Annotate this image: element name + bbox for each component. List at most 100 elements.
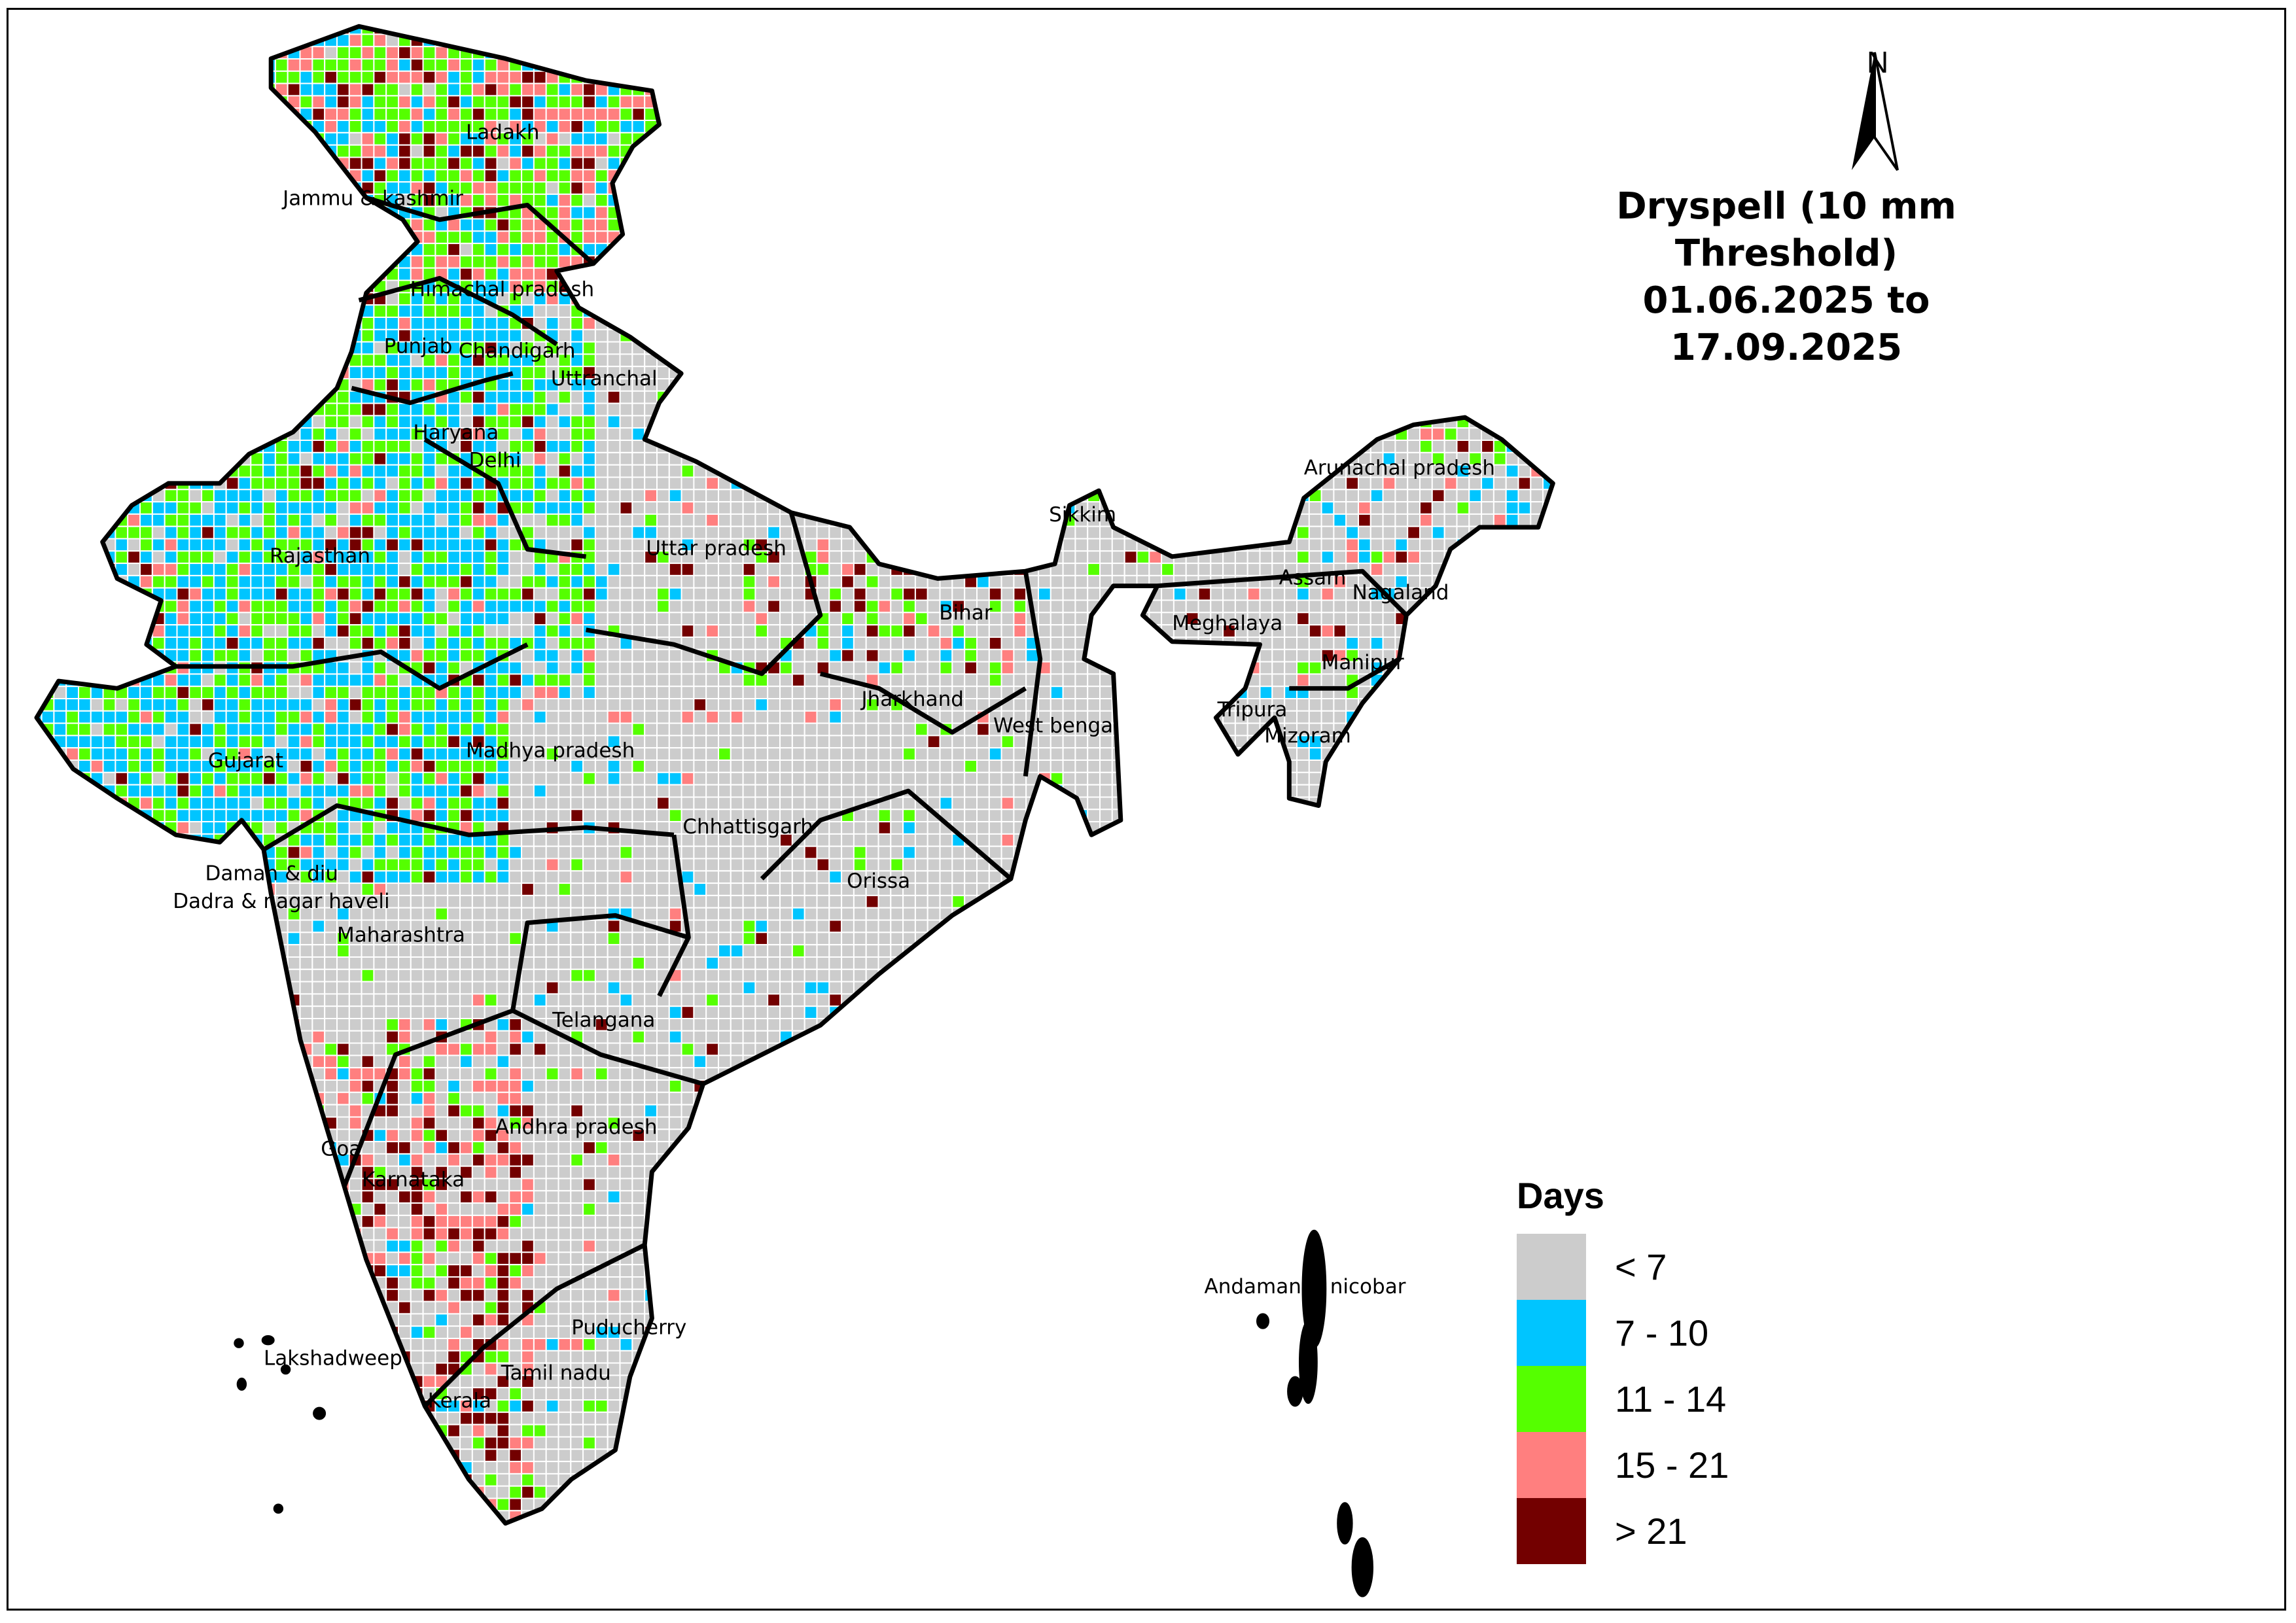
grid-cell (1197, 144, 1212, 158)
grid-cell (951, 254, 966, 269)
grid-cell (90, 144, 104, 158)
grid-cell (1542, 267, 1553, 281)
grid-cell (1407, 390, 1421, 404)
grid-cell (434, 476, 449, 491)
grid-cell (1481, 169, 1494, 183)
grid-cell (1345, 353, 1359, 368)
grid-cell (164, 427, 178, 442)
grid-cell (1062, 243, 1076, 256)
grid-cell (877, 341, 892, 355)
grid-cell (361, 328, 375, 343)
grid-cell (459, 476, 473, 491)
grid-cell (1050, 451, 1064, 466)
grid-cell (718, 193, 732, 207)
grid-cell (1358, 26, 1371, 35)
grid-cell (385, 218, 400, 232)
grid-cell (1197, 304, 1212, 319)
grid-cell (1123, 193, 1138, 207)
grid-cell (262, 464, 276, 478)
grid-cell (213, 169, 227, 183)
grid-cell (1050, 366, 1064, 380)
grid-cell (151, 58, 166, 72)
grid-cell (1161, 58, 1174, 72)
grid-cell (398, 427, 412, 442)
grid-cell (1530, 279, 1544, 294)
grid-cell (877, 205, 892, 220)
grid-cell (1542, 205, 1553, 220)
grid-cell (188, 440, 203, 453)
grid-cell (865, 181, 879, 195)
grid-cell (274, 402, 289, 417)
grid-cell (1271, 292, 1286, 306)
grid-cell (927, 131, 941, 146)
grid-cell (951, 378, 966, 392)
grid-cell (336, 82, 350, 97)
grid-cell (582, 33, 596, 48)
grid-cell (853, 218, 867, 232)
grid-cell (1099, 451, 1113, 466)
grid-cell (1333, 58, 1347, 72)
grid-cell (238, 243, 252, 256)
grid-cell (1136, 267, 1150, 281)
grid-cell (594, 120, 609, 133)
grid-cell (841, 120, 855, 133)
grid-cell (865, 193, 879, 207)
grid-cell (1407, 489, 1421, 503)
grid-cell (37, 464, 43, 478)
grid-cell (422, 378, 436, 392)
grid-cell (693, 169, 707, 183)
grid-cell (853, 169, 867, 183)
grid-cell (1197, 292, 1212, 306)
grid-cell (1000, 440, 1015, 453)
grid-cell (434, 464, 449, 478)
grid-cell (779, 144, 793, 158)
grid-cell (1259, 378, 1273, 392)
grid-cell (311, 427, 326, 442)
grid-cell (1111, 366, 1125, 380)
grid-cell (102, 181, 116, 195)
grid-cell (791, 341, 805, 355)
grid-cell (1161, 95, 1174, 109)
grid-cell (164, 451, 178, 466)
grid-cell (471, 193, 486, 207)
grid-cell (1210, 243, 1224, 256)
grid-cell (1358, 193, 1371, 207)
grid-cell (1431, 107, 1445, 121)
grid-cell (607, 131, 621, 146)
grid-cell (816, 341, 830, 355)
grid-cell (1259, 390, 1273, 404)
grid-cell (1197, 218, 1212, 232)
grid-cell (1431, 292, 1445, 306)
grid-cell (902, 451, 916, 466)
grid-cell (668, 254, 682, 269)
grid-cell (730, 33, 744, 48)
grid-cell (816, 58, 830, 72)
grid-cell (1333, 317, 1347, 330)
grid-cell (1062, 230, 1076, 245)
grid-cell (287, 218, 301, 232)
grid-cell (1013, 402, 1027, 417)
grid-cell (791, 304, 805, 319)
grid-cell (1210, 304, 1224, 319)
grid-cell (1284, 33, 1298, 48)
grid-cell (37, 328, 43, 343)
grid-cell (274, 243, 289, 256)
grid-cell (791, 292, 805, 306)
grid-cell (644, 254, 658, 269)
grid-cell (1320, 26, 1335, 35)
grid-cell (1062, 120, 1076, 133)
grid-cell (102, 243, 116, 256)
grid-cell (1407, 341, 1421, 355)
grid-cell (151, 70, 166, 84)
grid-cell (668, 131, 682, 146)
grid-cell (1492, 415, 1507, 429)
grid-cell (1161, 304, 1174, 319)
grid-cell (238, 317, 252, 330)
grid-cell (1050, 341, 1064, 355)
grid-cell (238, 353, 252, 368)
grid-cell (139, 501, 153, 515)
grid-cell (976, 402, 990, 417)
grid-cell (545, 501, 559, 515)
grid-cell (373, 33, 387, 48)
grid-cell (188, 131, 203, 146)
